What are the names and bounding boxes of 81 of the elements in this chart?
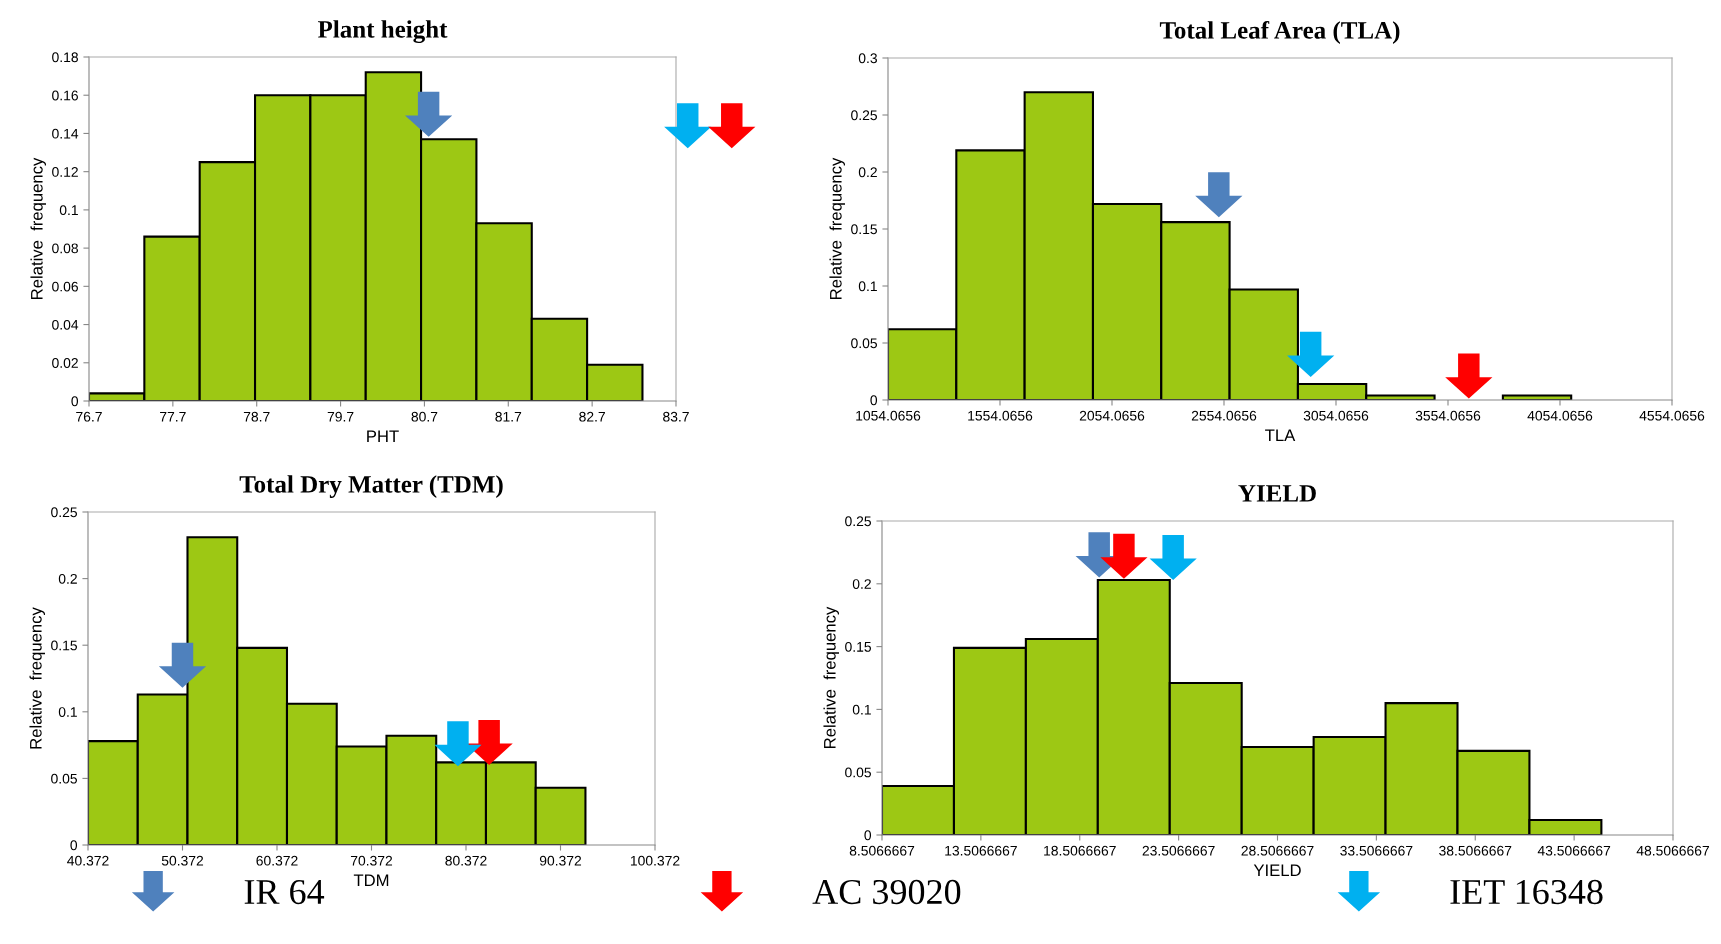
y-tick-label: 0.08 (52, 243, 78, 254)
y-tick-label: 0.1 (852, 704, 871, 715)
y-tick-label: 0.04 (52, 319, 79, 330)
x-tick-label: 3054.0656 (1303, 410, 1369, 421)
x-tick-label: 80.7 (411, 411, 438, 422)
y-tick-label: 0.16 (52, 90, 78, 101)
point (1445, 353, 1493, 399)
y-tick-label: 0 (70, 840, 78, 851)
x-axis-title: PHT (367, 430, 399, 442)
y-tick-label: 0.02 (52, 358, 78, 368)
x-tick-label: 1554.0656 (968, 410, 1033, 421)
y-tick-label: 0 (71, 396, 79, 407)
y-tick-label: 0.12 (52, 167, 78, 177)
x-tick-label: 23.5066667 (1142, 845, 1215, 856)
y-tick-label: 0.2 (852, 579, 871, 589)
chart-title: YIELD (1238, 485, 1316, 502)
x-tick-label: 13.5066667 (945, 845, 1017, 856)
chart-title: Plant height (317, 20, 448, 44)
y-tick-label: 0.1 (58, 707, 77, 717)
x-axis-title: TLA (1265, 429, 1296, 441)
y-axis-title: Relative frequency (30, 157, 46, 299)
x-tick-label: 28.5066667 (1241, 845, 1314, 856)
x-tick-label: 8.5066667 (849, 845, 915, 856)
x-tick-label: 60.372 (256, 855, 298, 866)
x-tick-label: 83.7 (663, 411, 689, 422)
y-tick-label: 0.2 (858, 167, 877, 178)
x-tick-label: 3554.0656 (1415, 410, 1481, 421)
y-tick-label: 0.2 (58, 573, 77, 584)
x-tick-label: 4554.0656 (1639, 410, 1705, 421)
x-tick-label: 70.372 (350, 855, 393, 866)
x-tick-label: 90.372 (539, 855, 582, 866)
point (1287, 331, 1335, 377)
x-tick-label: 81.7 (495, 411, 522, 422)
x-tick-label: 82.7 (579, 411, 605, 422)
x-tick-label: 40.372 (67, 855, 109, 866)
x-tick-label: 2054.0656 (1079, 410, 1145, 421)
y-tick-label: 0.06 (52, 281, 78, 292)
y-tick-label: 0.18 (52, 52, 78, 63)
y-tick-label: 0.05 (851, 338, 877, 349)
point (158, 642, 207, 688)
x-tick-label: 79.7 (327, 411, 354, 422)
y-tick-label: 0.1 (59, 205, 78, 216)
point (1195, 172, 1243, 218)
y-tick-label: 0.15 (845, 641, 871, 652)
point (434, 721, 482, 767)
y-axis-title: Relative frequency (823, 606, 839, 748)
x-tick-label: 48.5066667 (1636, 845, 1709, 856)
x-tick-label: 100.372 (630, 855, 680, 866)
y-tick-label: 0.3 (858, 53, 877, 64)
y-axis-title: Relative frequency (829, 157, 845, 299)
y-tick-label: 0.05 (845, 767, 871, 778)
x-tick-label: 1054.0656 (856, 410, 921, 421)
y-axis-title: Relative frequency (29, 607, 45, 749)
y-tick-label: 0.25 (845, 516, 871, 527)
x-tick-label: 38.5066667 (1439, 845, 1512, 856)
y-tick-label: 0.1 (858, 281, 877, 292)
x-axis-title: TDM (353, 874, 389, 886)
x-tick-label: 4054.0656 (1527, 410, 1593, 421)
chart-title: Total Dry Matter (TDM) (239, 475, 503, 498)
x-tick-label: 43.5066667 (1537, 845, 1611, 856)
y-tick-label: 0.15 (51, 640, 77, 651)
x-tick-label: 78.7 (243, 411, 270, 422)
x-tick-label: 80.372 (445, 855, 487, 866)
x-tick-label: 18.5066667 (1044, 845, 1116, 856)
y-tick-label: 0.15 (851, 224, 877, 235)
y-tick-label: 0 (864, 830, 872, 841)
x-tick-label: 76.7 (76, 411, 102, 422)
y-tick-label: 0.25 (851, 110, 877, 121)
y-tick-label: 0.14 (52, 128, 79, 139)
x-tick-label: 2554.0656 (1191, 410, 1257, 421)
legend-label: IR 64 (244, 879, 325, 905)
x-axis-title: YIELD (1253, 864, 1301, 876)
x-tick-label: 50.372 (161, 855, 204, 866)
legend-label: IET 16348 (1450, 879, 1603, 905)
y-tick-label: 0 (870, 395, 878, 406)
legend-label: AC 39020 (812, 879, 961, 905)
x-tick-label: 77.7 (160, 411, 186, 422)
y-tick-label: 0.05 (51, 773, 77, 784)
x-tick-label: 33.5066667 (1340, 845, 1413, 856)
y-tick-label: 0.25 (51, 507, 77, 518)
chart-title: Total Leaf Area (TLA) (1159, 20, 1400, 44)
